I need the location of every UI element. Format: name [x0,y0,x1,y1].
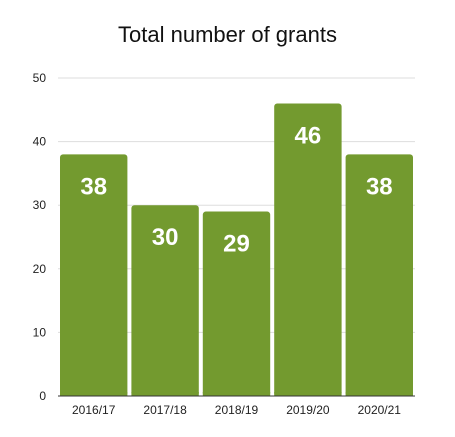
x-axis-ticks: 2016/17 2017/18 2018/19 2019/20 2020/21 [72,403,401,417]
y-tick-label: 10 [33,325,47,339]
bar-base [60,392,128,396]
y-axis-ticks: 0 10 20 30 40 50 [33,71,47,403]
bar-2018/19 [202,211,271,396]
x-tick-label: 2016/17 [72,403,116,417]
y-tick-label: 0 [39,389,46,403]
bar-base [202,392,271,396]
bar-base [345,392,413,396]
data-label: 38 [80,173,107,200]
bar-2020/21 [345,154,413,396]
bar-base [131,392,199,396]
x-tick-label: 2019/20 [286,403,330,417]
bar-2016/17 [60,154,128,396]
y-tick-label: 40 [33,135,47,149]
bars: 38 30 29 46 38 [60,103,413,396]
chart-title: Total number of grants [118,22,337,47]
x-tick-label: 2018/19 [215,403,259,417]
x-tick-label: 2017/18 [143,403,187,417]
y-tick-label: 50 [33,71,47,85]
bar-2019/20 [274,103,342,396]
data-label: 29 [223,231,250,258]
data-label: 38 [366,173,393,200]
data-label: 30 [152,224,179,251]
bar-2017/18 [131,205,199,396]
y-tick-label: 30 [33,198,47,212]
x-tick-label: 2020/21 [358,403,402,417]
bar-base [274,392,342,396]
y-tick-label: 20 [33,262,47,276]
data-label: 46 [295,122,322,149]
